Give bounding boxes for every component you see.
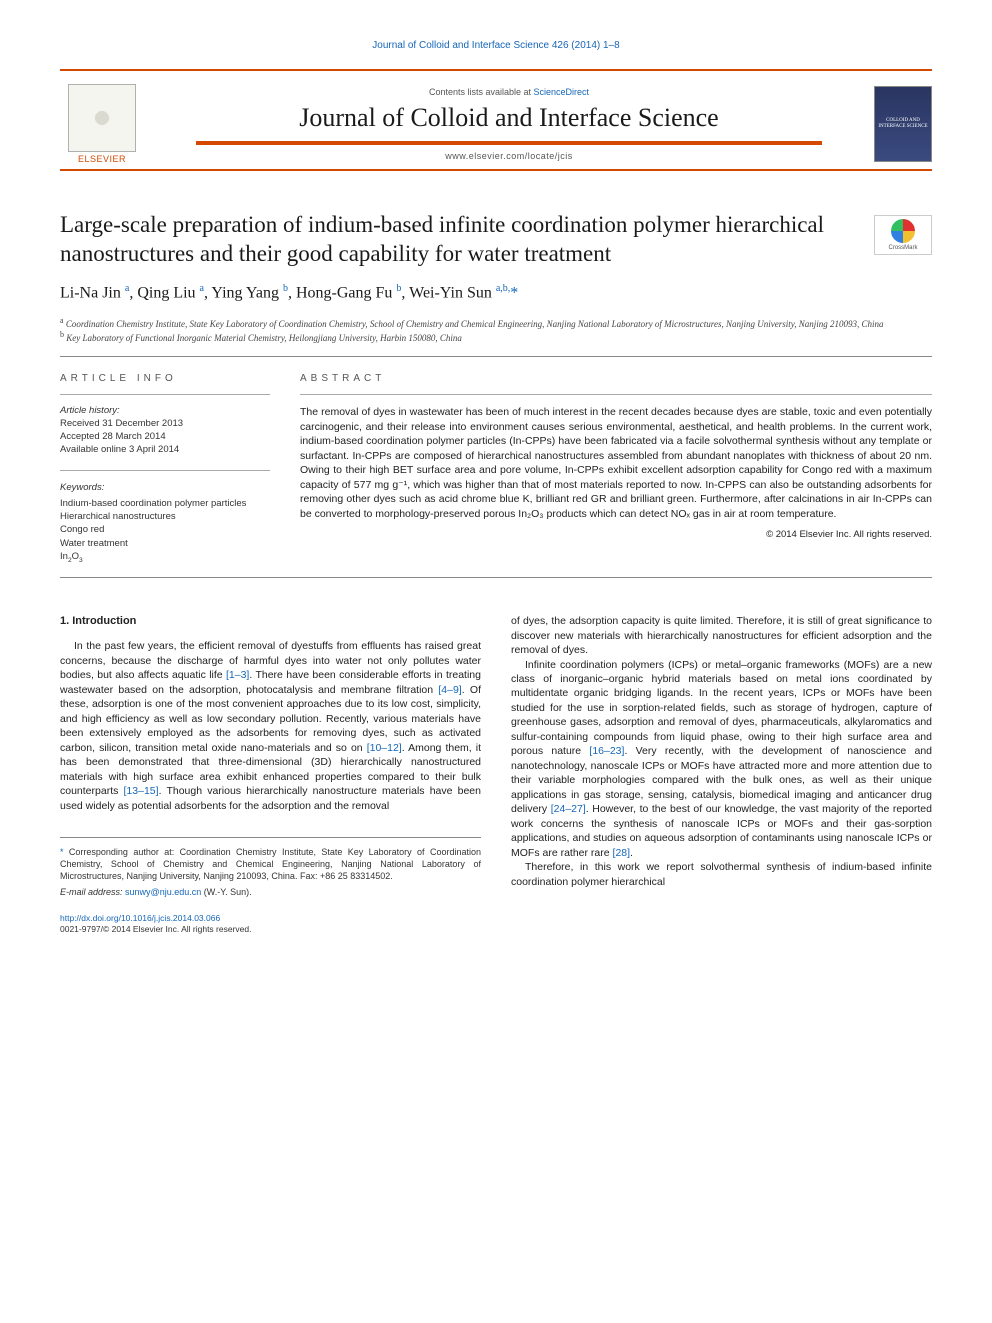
abstract-text: The removal of dyes in wastewater has be… (300, 405, 932, 521)
divider (60, 577, 932, 578)
affiliation-b: Key Laboratory of Functional Inorganic M… (66, 333, 462, 343)
body-paragraph: Therefore, in this work we report solvot… (511, 860, 932, 889)
divider (60, 356, 932, 357)
journal-reference: Journal of Colloid and Interface Science… (60, 40, 932, 51)
reference-link[interactable]: [4–9] (438, 684, 461, 696)
body-column-left: 1. Introduction In the past few years, t… (60, 614, 481, 936)
crossmark-icon (891, 219, 915, 243)
corresponding-author-note: Corresponding author at: Coordination Ch… (60, 847, 481, 881)
journal-title: Journal of Colloid and Interface Science (156, 103, 862, 133)
reference-link[interactable]: [13–15] (124, 785, 159, 797)
contents-pre-text: Contents lists available at (429, 87, 534, 97)
reference-link[interactable]: [28] (613, 847, 631, 859)
sciencedirect-link[interactable]: ScienceDirect (534, 87, 590, 97)
elsevier-tree-icon (68, 84, 136, 152)
corresponding-star-icon: * (60, 847, 64, 857)
keyword-item: Hierarchical nanostructures (60, 510, 270, 523)
keyword-item: Water treatment (60, 537, 270, 550)
keywords-block: Keywords: Indium-based coordination poly… (60, 481, 270, 565)
article-history: Article history: Received 31 December 20… (60, 405, 270, 456)
authors-list: Li-Na Jin a, Qing Liu a, Ying Yang b, Ho… (60, 283, 932, 302)
journal-cover-thumbnail: COLLOID AND INTERFACE SCIENCE (874, 86, 932, 162)
keyword-item: In2O3 (60, 550, 270, 565)
keyword-item: Indium-based coordination polymer partic… (60, 497, 270, 510)
affiliation-a: Coordination Chemistry Institute, State … (66, 319, 884, 329)
footnotes: * Corresponding author at: Coordination … (60, 837, 481, 899)
crossmark-label: CrossMark (888, 245, 917, 251)
body-paragraph: In the past few years, the efficient rem… (60, 639, 481, 813)
copyright-line: © 2014 Elsevier Inc. All rights reserved… (300, 529, 932, 540)
email-label: E-mail address: (60, 887, 123, 897)
body-column-right: of dyes, the adsorption capacity is quit… (511, 614, 932, 936)
doi-link[interactable]: http://dx.doi.org/10.1016/j.jcis.2014.03… (60, 913, 481, 925)
elsevier-logo: ELSEVIER (60, 79, 144, 169)
reference-link[interactable]: [10–12] (367, 742, 402, 754)
crossmark-badge[interactable]: CrossMark (874, 215, 932, 255)
keyword-item: Congo red (60, 523, 270, 536)
article-title: Large-scale preparation of indium-based … (60, 211, 856, 269)
intro-heading: 1. Introduction (60, 614, 481, 629)
history-received: Received 31 December 2013 (60, 418, 270, 431)
reference-link[interactable]: [24–27] (551, 803, 586, 815)
journal-homepage-url[interactable]: www.elsevier.com/locate/jcis (196, 141, 822, 161)
publisher-name: ELSEVIER (78, 154, 126, 164)
history-header: Article history: (60, 405, 270, 418)
affiliations: a Coordination Chemistry Institute, Stat… (60, 316, 932, 344)
journal-header: ELSEVIER Contents lists available at Sci… (60, 69, 932, 171)
corresponding-email-link[interactable]: sunwy@nju.edu.cn (125, 887, 201, 897)
body-paragraph: Infinite coordination polymers (ICPs) or… (511, 658, 932, 861)
abstract-label: abstract (300, 373, 932, 384)
contents-available-line: Contents lists available at ScienceDirec… (156, 87, 862, 97)
reference-link[interactable]: [16–23] (589, 745, 624, 757)
issn-copyright-line: 0021-9797/© 2014 Elsevier Inc. All right… (60, 924, 481, 936)
keywords-header: Keywords: (60, 481, 270, 494)
history-online: Available online 3 April 2014 (60, 444, 270, 457)
article-info-label: article info (60, 373, 270, 384)
reference-link[interactable]: [1–3] (226, 669, 249, 681)
body-paragraph: of dyes, the adsorption capacity is quit… (511, 614, 932, 657)
history-accepted: Accepted 28 March 2014 (60, 431, 270, 444)
email-suffix: (W.-Y. Sun). (201, 887, 251, 897)
